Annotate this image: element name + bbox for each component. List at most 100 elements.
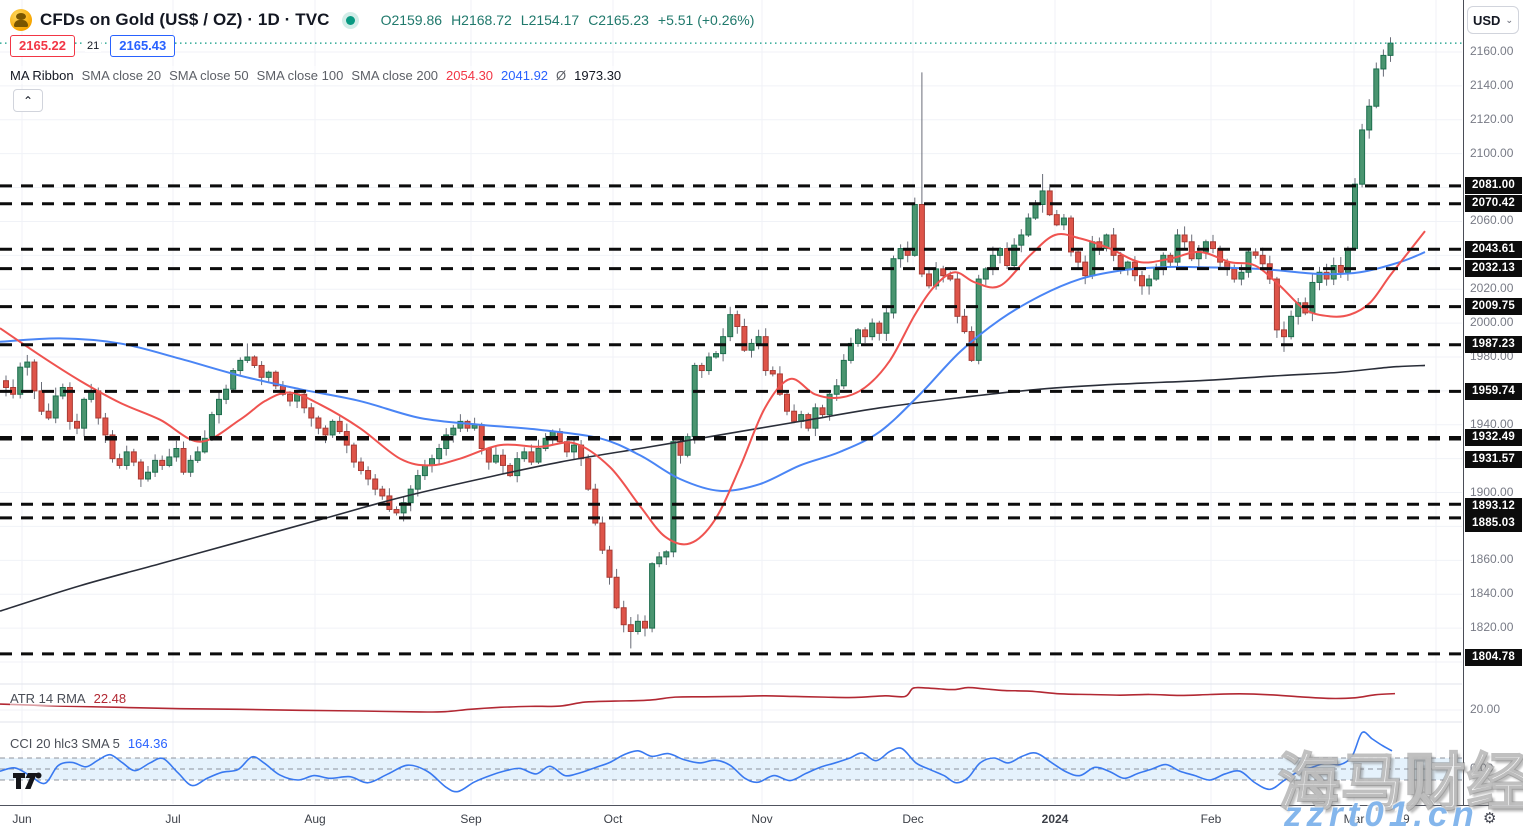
- candle: [727, 314, 734, 338]
- candle: [521, 451, 528, 460]
- candle: [791, 410, 798, 422]
- candle: [443, 434, 450, 449]
- level-price-badge: 2081.00: [1465, 177, 1522, 195]
- level-price-badge: 2070.42: [1465, 195, 1522, 213]
- currency-selector-button[interactable]: USD ⌄: [1467, 6, 1519, 34]
- tradingview-logo[interactable]: [12, 770, 44, 797]
- candle: [1053, 214, 1060, 226]
- candle: [287, 393, 293, 402]
- candle: [762, 336, 769, 372]
- atr-panel[interactable]: [0, 684, 1462, 722]
- candle: [358, 461, 364, 472]
- ma-ribbon-legend[interactable]: MA Ribbon SMA close 20 SMA close 50 SMA clo…: [10, 66, 622, 84]
- candle: [1288, 315, 1295, 338]
- cci-line[interactable]: [0, 731, 1393, 793]
- candle: [698, 364, 705, 372]
- atr-line[interactable]: [0, 686, 1396, 713]
- candle: [109, 434, 116, 460]
- cci-indicator-legend[interactable]: CCI 20 hlc3 SMA 5 164.36: [10, 736, 168, 751]
- candle: [862, 329, 869, 338]
- symbol-title[interactable]: CFDs on Gold (US$ / OZ) · 1D · TVC: [40, 10, 330, 29]
- candle: [137, 461, 144, 480]
- candle: [507, 464, 514, 477]
- candle: [45, 410, 52, 419]
- candle: [52, 395, 59, 419]
- candle: [982, 268, 989, 280]
- ma-ribbon-item-1: SMA close 20: [81, 67, 162, 83]
- time-tick-label: Aug: [304, 812, 326, 826]
- ma-ribbon-item-2: SMA close 50: [169, 67, 249, 83]
- axis-settings-gear-icon[interactable]: ⚙: [1483, 810, 1497, 827]
- level-price-badge: 2043.61: [1465, 240, 1522, 258]
- ohlc-segment-0: O2159.86: [380, 12, 443, 28]
- candle: [166, 456, 173, 466]
- buy-price-button[interactable]: 2165.43: [110, 35, 176, 57]
- candle: [1110, 234, 1117, 256]
- atr-indicator-legend[interactable]: ATR 14 RMA 22.48: [10, 691, 127, 706]
- ma-ribbon-item-4: SMA close 200: [351, 67, 439, 83]
- chevron-down-icon: ⌄: [1505, 14, 1513, 25]
- cci-panel[interactable]: [0, 722, 1462, 804]
- candle: [940, 268, 947, 277]
- time-axis[interactable]: Jun Jul Aug Sep Oct Nov Dec 2024 Feb Mar 19: [0, 805, 1523, 835]
- candle: [216, 398, 222, 416]
- candle: [1146, 278, 1153, 287]
- candle: [329, 420, 336, 436]
- candle: [379, 488, 386, 497]
- candle: [1018, 234, 1025, 246]
- candle: [258, 364, 265, 378]
- atr-label-item-0: ATR 14 RMA: [10, 691, 86, 706]
- sma-200-line[interactable]: [0, 364, 1426, 612]
- candle: [414, 475, 421, 490]
- atr-label-item-1: 22.48: [93, 691, 127, 706]
- candle: [322, 427, 329, 436]
- candle: [223, 388, 230, 400]
- sell-price-button[interactable]: 2165.22: [10, 35, 75, 57]
- candle: [1259, 254, 1266, 265]
- candle: [1075, 251, 1082, 263]
- candle: [599, 522, 606, 551]
- ohlc-segment-4: +5.51 (+0.26%): [657, 12, 755, 28]
- price-tick-label: 2160.00: [1470, 44, 1514, 58]
- level-price-badge: 1932.49: [1465, 428, 1522, 446]
- collapse-legend-button[interactable]: ⌃: [13, 89, 43, 112]
- time-tick-label: Sep: [460, 812, 482, 826]
- candle: [1373, 68, 1380, 107]
- sma-20-line[interactable]: [0, 230, 1426, 546]
- candle: [1202, 241, 1209, 253]
- market-status-dot-icon[interactable]: [345, 15, 355, 25]
- candle: [1181, 234, 1188, 243]
- candle: [918, 203, 925, 275]
- currency-label: USD: [1473, 12, 1501, 28]
- candle: [102, 417, 109, 436]
- symbol-header: CFDs on Gold (US$ / OZ) · 1D · TVC O2159…: [10, 7, 754, 33]
- ma-ribbon-item-5: 2054.30: [446, 67, 494, 83]
- candle: [230, 370, 237, 390]
- candle: [514, 458, 521, 477]
- main-price-panel[interactable]: [0, 130, 1462, 684]
- candle: [272, 371, 279, 387]
- candle: [961, 315, 968, 333]
- atr-tick-label: 20.00: [1470, 702, 1501, 716]
- ohlc-segment-2: L2154.17: [520, 12, 580, 28]
- candle: [74, 420, 80, 429]
- level-price-badge: 2032.13: [1465, 260, 1522, 278]
- candle: [585, 458, 592, 490]
- candle: [38, 390, 45, 412]
- ma-ribbon-item-3: SMA close 100: [256, 67, 344, 83]
- candle: [152, 459, 159, 473]
- candle: [145, 471, 151, 480]
- price-tick-label: 2020.00: [1470, 281, 1514, 296]
- price-tick-label: 1820.00: [1470, 620, 1514, 635]
- candle: [855, 329, 861, 344]
- time-tick-label: 19: [1396, 812, 1410, 826]
- candle: [500, 454, 506, 466]
- price-axis[interactable]: 2160.00 2140.00 2120.00 2100.00 2060.00 2020.…: [1463, 0, 1523, 805]
- candle: [365, 470, 372, 480]
- candle: [1380, 54, 1387, 70]
- candle: [1011, 244, 1018, 266]
- chevron-up-icon: ⌃: [22, 93, 34, 108]
- candle: [1245, 251, 1252, 273]
- candle: [769, 370, 776, 375]
